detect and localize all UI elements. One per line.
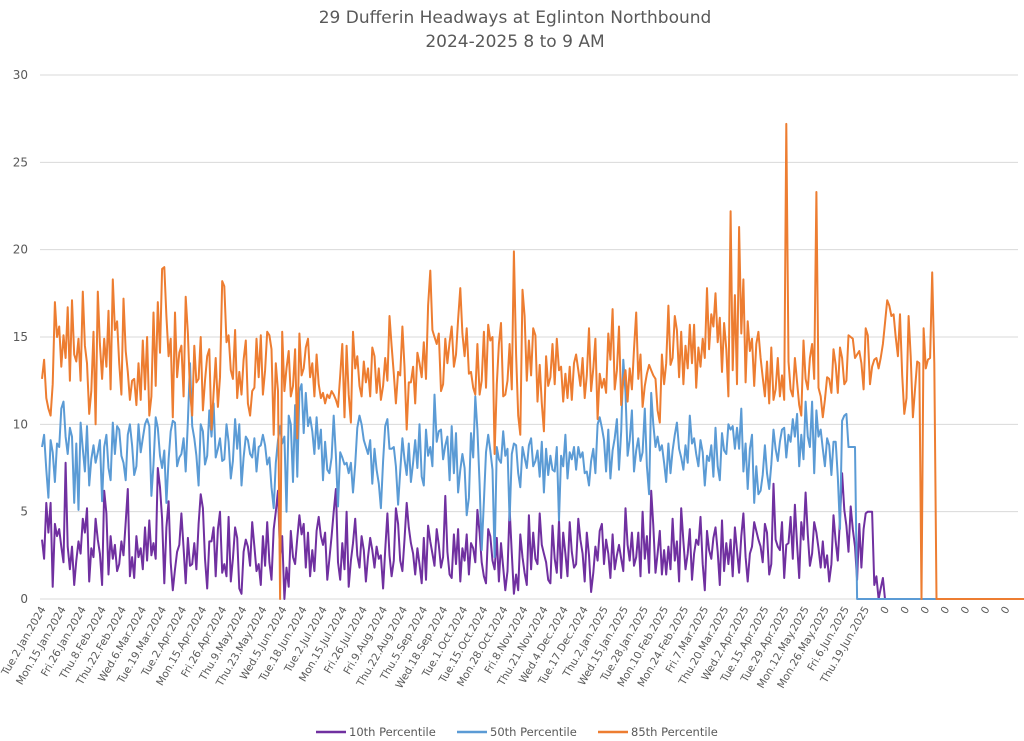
chart-title: 29 Dufferin Headways at Eglinton Northbo… [319, 8, 712, 28]
y-tick-label: 15 [13, 330, 28, 344]
legend-item: 10th Percentile [316, 725, 436, 739]
x-tick-label: 0 [999, 605, 1013, 617]
y-tick-label: 5 [20, 505, 28, 519]
x-tick-label: 0 [919, 605, 933, 617]
y-tick-label: 0 [20, 592, 28, 606]
series-line-10th-percentile [41, 461, 1018, 600]
x-tick-label: 0 [939, 605, 953, 617]
x-tick-label: 0 [959, 605, 973, 617]
series-line-85th-percentile [41, 122, 1024, 600]
legend-label: 85th Percentile [631, 725, 718, 739]
series-lines [41, 122, 1024, 600]
y-tick-label: 30 [13, 68, 28, 82]
legend: 10th Percentile 50th Percentile 85th Perce… [316, 725, 718, 739]
y-tick-label: 10 [13, 417, 28, 431]
y-tick-label: 25 [13, 155, 28, 169]
x-tick-label: 0 [898, 605, 912, 617]
chart-subtitle: 2024-2025 8 to 9 AM [425, 32, 604, 52]
legend-item: 50th Percentile [457, 725, 577, 739]
legend-item: 85th Percentile [598, 725, 718, 739]
x-tick-label: 0 [878, 605, 892, 617]
y-tick-label: 20 [13, 243, 28, 257]
legend-label: 10th Percentile [349, 725, 436, 739]
series-line-50th-percentile [41, 358, 991, 600]
x-tick-label: 0 [979, 605, 993, 617]
legend-label: 50th Percentile [490, 725, 577, 739]
y-axis-ticks: 0 5 10 15 20 25 30 [13, 68, 28, 606]
